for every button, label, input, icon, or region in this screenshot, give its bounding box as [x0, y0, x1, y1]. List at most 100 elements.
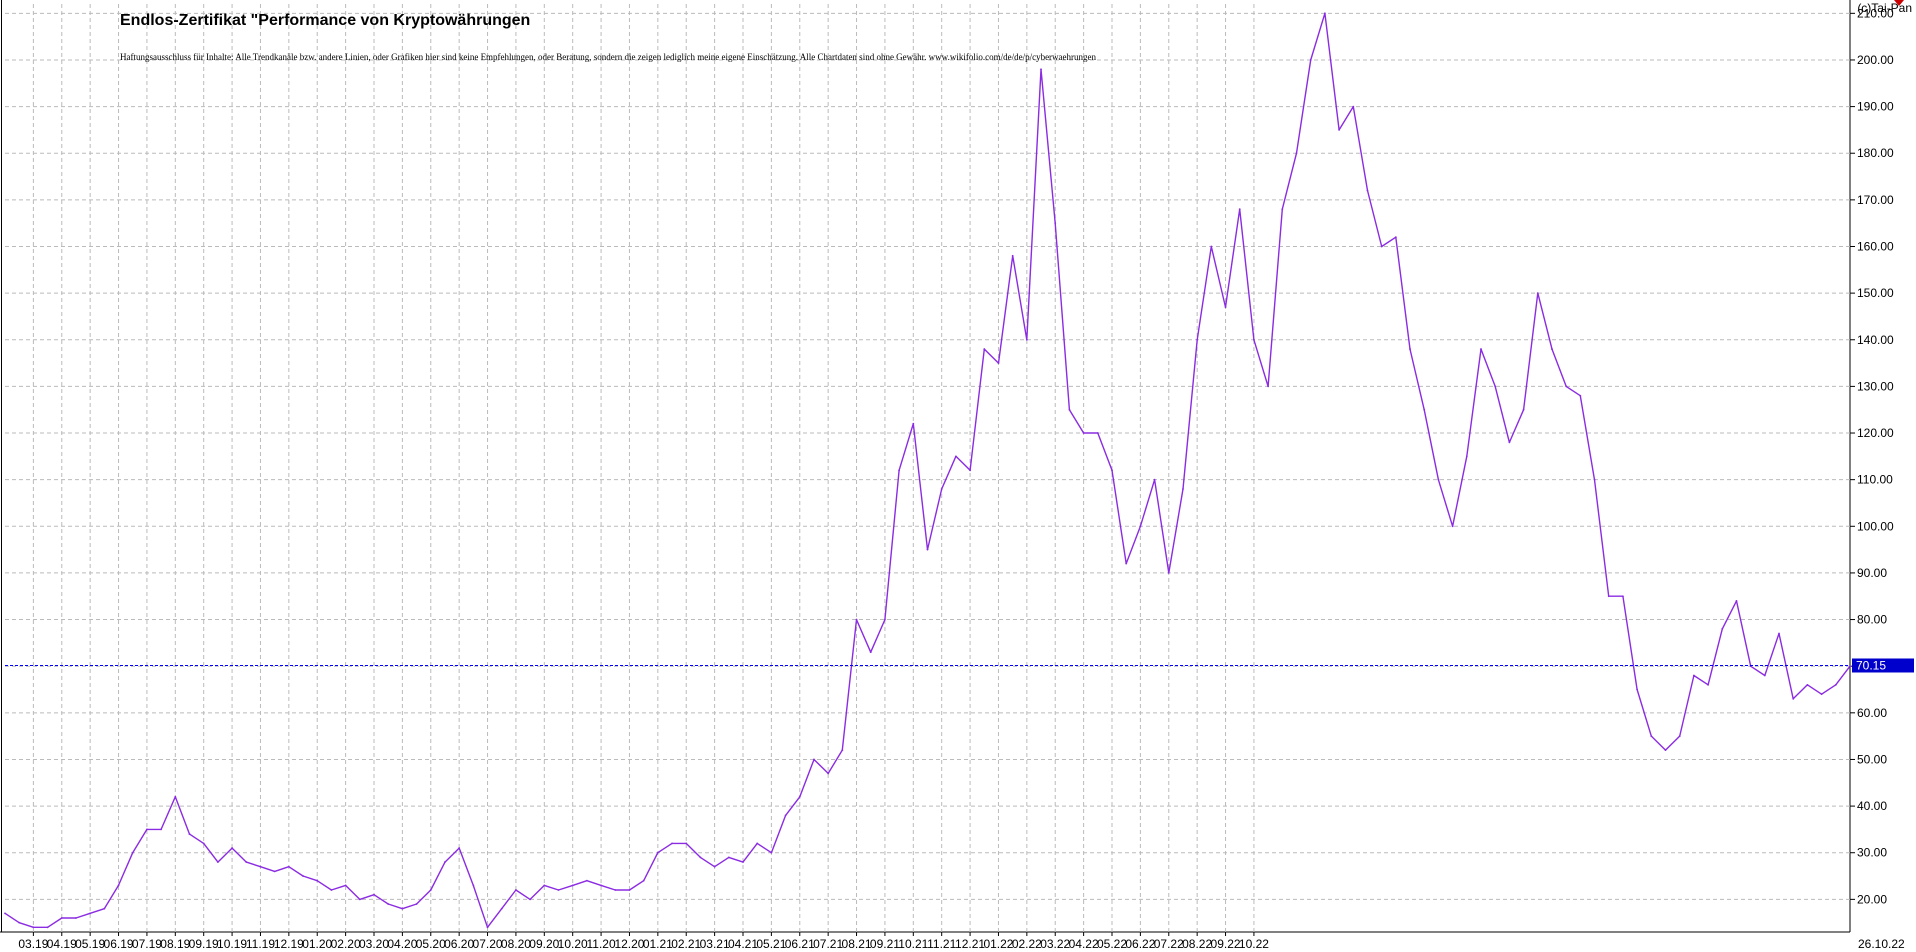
y-tick-label: 100.00 — [1857, 519, 1894, 533]
x-tick-label: 04.19 — [47, 937, 77, 951]
x-tick-label: 08.22 — [1182, 937, 1212, 951]
x-tick-label: 03.22 — [1040, 937, 1070, 951]
x-tick-label: 06.22 — [1125, 937, 1155, 951]
y-tick-label: 90.00 — [1857, 566, 1887, 580]
x-tick-label: 04.22 — [1069, 937, 1099, 951]
data-point — [671, 842, 673, 845]
x-tick-label: 05.20 — [416, 937, 446, 951]
data-point — [1565, 385, 1568, 388]
x-tick-label: 10.21 — [898, 937, 928, 951]
data-point — [1834, 683, 1837, 686]
data-point — [1480, 348, 1482, 350]
data-point — [855, 618, 858, 621]
x-tick-label: 01.21 — [643, 937, 673, 951]
data-point — [174, 795, 177, 798]
data-point — [727, 856, 730, 859]
y-tick-label: 170.00 — [1857, 193, 1894, 207]
data-point — [46, 926, 49, 929]
data-point — [685, 842, 688, 845]
corner-marker-icon — [1894, 0, 1904, 6]
data-point — [1011, 254, 1014, 257]
data-point — [117, 884, 120, 887]
data-point — [259, 865, 262, 868]
data-point — [1182, 488, 1184, 490]
data-point — [1167, 572, 1170, 574]
data-point — [1366, 189, 1369, 192]
data-point — [1678, 735, 1681, 738]
data-point — [216, 861, 219, 863]
data-point — [1111, 469, 1113, 472]
data-point — [1650, 735, 1653, 738]
data-point — [415, 903, 418, 905]
current-value-group: 70.15 — [5, 658, 1914, 673]
data-point — [983, 348, 986, 350]
data-point — [898, 469, 901, 472]
x-end-label: 26.10.22 — [1858, 937, 1905, 951]
x-tick-label: 10.20 — [558, 937, 588, 951]
data-point — [1409, 348, 1411, 350]
data-point — [1664, 749, 1667, 752]
data-point — [1494, 385, 1497, 388]
data-point — [316, 879, 319, 882]
data-point — [940, 488, 943, 490]
data-point — [131, 851, 134, 854]
data-point — [997, 362, 1000, 364]
data-point — [699, 856, 702, 859]
data-point — [827, 772, 830, 775]
y-tick-label: 60.00 — [1857, 706, 1887, 720]
x-tick-label: 09.21 — [870, 937, 900, 951]
x-tick-label: 12.19 — [274, 937, 304, 951]
x-tick-label: 03.21 — [700, 937, 730, 951]
data-point — [1593, 478, 1596, 481]
data-point — [770, 851, 773, 854]
data-point — [1536, 292, 1539, 295]
data-point — [628, 889, 631, 891]
data-point — [302, 875, 304, 877]
x-tick-label: 01.22 — [983, 937, 1013, 951]
data-point — [784, 814, 787, 817]
data-point — [1721, 627, 1724, 630]
data-point — [458, 847, 461, 849]
data-point — [1792, 697, 1795, 700]
data-point — [429, 889, 432, 891]
x-tick-label: 06.20 — [444, 937, 474, 951]
y-tick-label: 40.00 — [1857, 799, 1887, 813]
data-point — [344, 884, 347, 887]
data-point — [1096, 432, 1099, 434]
data-point — [188, 833, 191, 835]
data-point — [543, 884, 546, 887]
data-point — [1153, 478, 1156, 481]
data-point — [1735, 600, 1738, 602]
current-value-badge — [1852, 658, 1914, 673]
data-point — [1352, 105, 1355, 108]
x-tick-label: 08.21 — [842, 937, 872, 951]
data-point — [713, 865, 716, 868]
data-point — [1196, 338, 1199, 341]
data-point — [146, 828, 148, 831]
data-point — [1622, 595, 1624, 598]
data-point — [869, 651, 872, 654]
data-point — [1224, 306, 1227, 309]
data-point — [1267, 385, 1270, 388]
data-point — [1636, 688, 1639, 691]
y-tick-label: 200.00 — [1857, 53, 1894, 67]
x-tick-label: 09.22 — [1211, 937, 1241, 951]
data-point — [1338, 129, 1340, 131]
x-tick-label: 12.21 — [955, 937, 985, 951]
data-point — [642, 879, 645, 882]
data-point — [75, 917, 77, 919]
data-point — [1763, 674, 1766, 677]
data-point — [1692, 674, 1695, 677]
data-point — [1806, 683, 1809, 686]
y-tick-label: 30.00 — [1857, 846, 1887, 860]
x-tick-label: 11.21 — [927, 937, 956, 951]
data-point — [1309, 59, 1312, 61]
data-point — [571, 884, 574, 887]
y-tick-label: 110.00 — [1857, 473, 1893, 487]
data-point — [1551, 348, 1553, 350]
x-tick-label: 07.19 — [132, 937, 162, 951]
x-tick-label: 06.21 — [785, 937, 815, 951]
data-point — [273, 870, 276, 873]
x-tick-label: 06.19 — [104, 937, 134, 951]
